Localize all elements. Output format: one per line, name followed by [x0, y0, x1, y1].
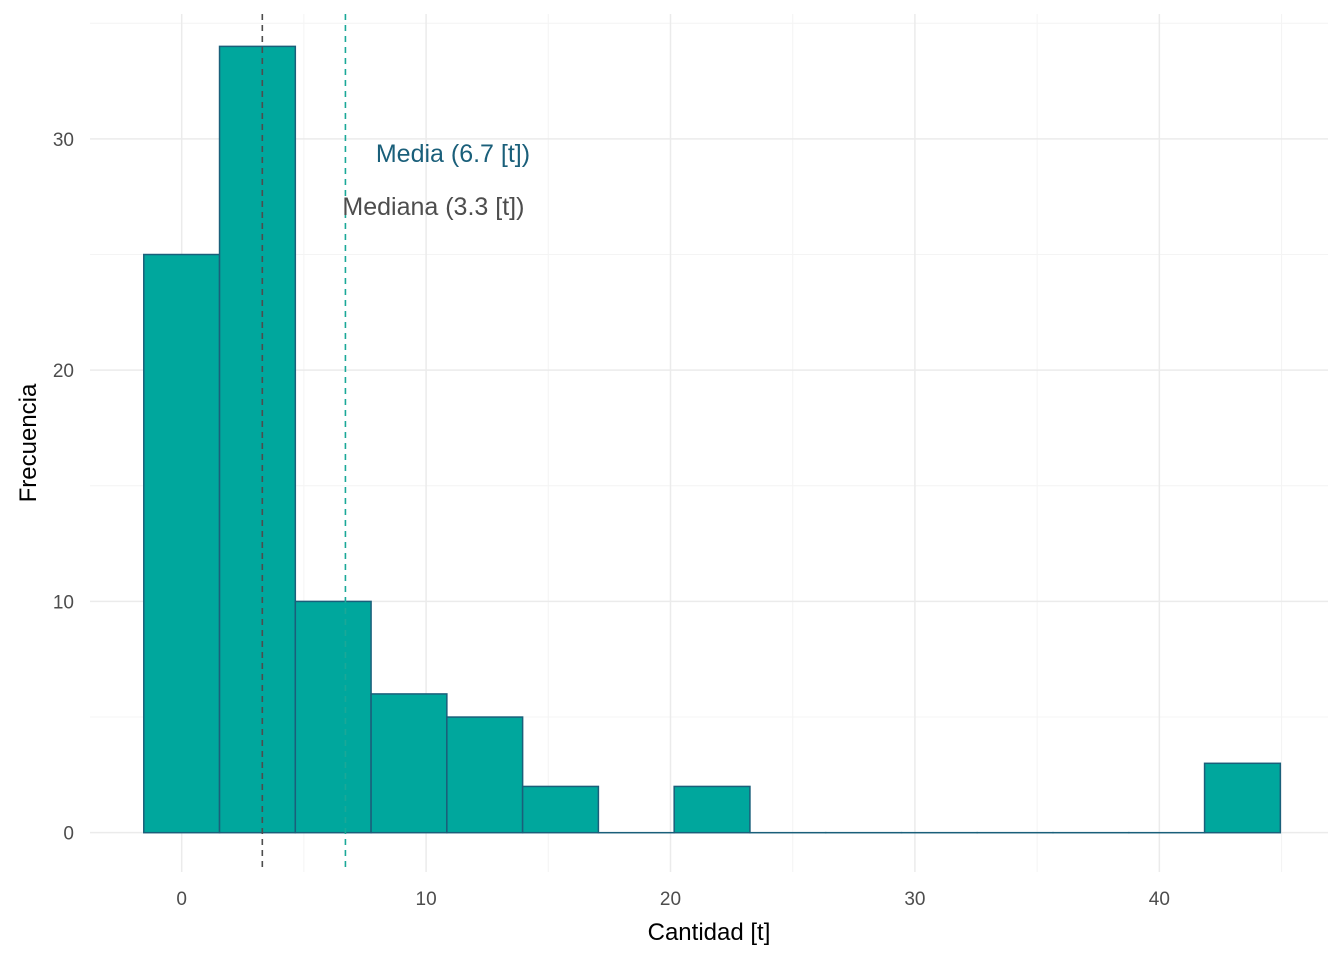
x-tick-label: 0: [176, 889, 187, 910]
y-tick-label: 0: [63, 824, 74, 845]
x-axis-title: Cantidad [t]: [648, 919, 771, 946]
x-tick-label: 40: [1149, 889, 1170, 910]
histogram-bar-5: [523, 786, 599, 832]
y-tick-label: 20: [53, 361, 74, 382]
x-tick-label: 10: [416, 889, 437, 910]
y-axis-title: Frecuencia: [15, 383, 42, 502]
histogram-bar-2: [295, 601, 371, 832]
annotations-layer: Media (6.7 [t]) Mediana (3.3 [t]): [342, 140, 530, 221]
histogram-bar-0: [144, 255, 220, 833]
y-tick-label: 10: [53, 592, 74, 613]
annotation-label: Mediana (3.3 [t]): [342, 193, 524, 221]
y-tick-label: 30: [53, 130, 74, 151]
histogram-bar-14: [1205, 763, 1281, 832]
histogram-bar-7: [674, 786, 750, 832]
histogram-bar-4: [447, 717, 523, 833]
annotation-label: Media (6.7 [t]): [376, 140, 530, 168]
x-tick-label: 30: [904, 889, 925, 910]
x-tick-label: 20: [660, 889, 681, 910]
histogram-bar-3: [371, 694, 447, 833]
bars-layer: [144, 46, 1281, 832]
histogram-bar-1: [220, 46, 296, 832]
